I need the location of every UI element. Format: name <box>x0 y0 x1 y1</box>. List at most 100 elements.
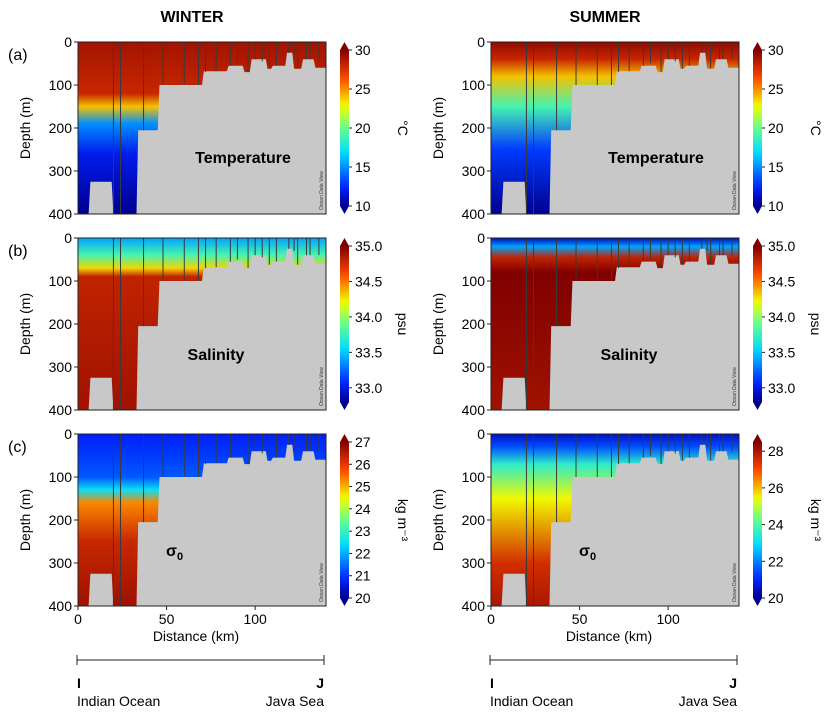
y-tick-label: 300 <box>462 359 486 375</box>
y-axis-label: Depth (m) <box>17 489 33 551</box>
x-tick-label: 50 <box>159 611 175 627</box>
colorbar-tick-label: 28 <box>768 443 784 459</box>
y-tick-label: 100 <box>49 77 73 93</box>
y-tick-label: 300 <box>462 555 486 571</box>
y-tick-label: 200 <box>49 316 73 332</box>
y-axis-label: Depth (m) <box>430 97 446 159</box>
transect-end-name: Java Sea <box>266 693 325 709</box>
y-tick-label: 400 <box>49 402 73 418</box>
colorbar-tick-label: 34.0 <box>355 309 382 325</box>
y-tick-label: 200 <box>462 512 486 528</box>
colorbar-tick-label: 30 <box>355 42 371 58</box>
odv-watermark: Ocean Data View <box>319 563 325 602</box>
panel-summer-1: 0 100 200 300 400 Depth (m) Salinity Ocean Data… <box>430 230 824 418</box>
transect-start-name: Indian Ocean <box>77 693 160 709</box>
y-axis-label: Depth (m) <box>17 293 33 355</box>
y-tick-label: 100 <box>462 469 486 485</box>
colorbar <box>753 442 762 598</box>
odv-watermark: Ocean Data View <box>319 367 325 406</box>
colorbar-tick-label: 20 <box>355 590 371 606</box>
colorbar-tick-label: 20 <box>355 120 371 136</box>
colorbar-tick-label: 33.0 <box>768 380 795 396</box>
y-tick-label: 200 <box>49 512 73 528</box>
colorbar <box>340 246 349 402</box>
colorbar-tick-label: 20 <box>768 590 784 606</box>
y-tick-label: 400 <box>49 598 73 614</box>
seafloor-land <box>491 444 739 606</box>
colorbar-tick-label: 27 <box>355 434 371 450</box>
colorbar-tick-label: 35.0 <box>355 238 382 254</box>
y-tick-label: 100 <box>462 77 486 93</box>
transect-bar-winter: I J Indian Ocean Java Sea <box>76 655 325 709</box>
colorbar-tick-label: 34.5 <box>768 273 795 289</box>
colorbar-bottom-arrow <box>753 402 762 410</box>
colorbar-top-arrow <box>340 238 349 246</box>
colorbar-unit-label: °C <box>808 120 824 136</box>
y-tick-label: 400 <box>49 206 73 222</box>
colorbar-bottom-arrow <box>753 206 762 214</box>
colorbar-bottom-arrow <box>340 402 349 410</box>
colorbar-tick-label: 24 <box>355 501 371 517</box>
panel-label: (c) <box>8 439 27 456</box>
colorbar <box>753 246 762 402</box>
odv-watermark: Ocean Data View <box>319 171 325 210</box>
colorbar <box>340 50 349 206</box>
y-tick-label: 300 <box>49 555 73 571</box>
transect-start-letter: I <box>77 675 81 691</box>
panel-summer-0: 0 100 200 300 400 Depth (m) Temperature Ocean D… <box>430 34 824 222</box>
x-tick-label: 0 <box>74 611 82 627</box>
panel-label: (a) <box>8 47 28 64</box>
transect-start-name: Indian Ocean <box>490 693 573 709</box>
y-tick-label: 0 <box>477 34 485 50</box>
x-axis-label: Distance (km) <box>566 628 652 644</box>
colorbar-tick-label: 10 <box>768 198 784 214</box>
y-tick-label: 300 <box>49 163 73 179</box>
seafloor-land <box>491 52 739 214</box>
column-title-summer: SUMMER <box>569 9 641 26</box>
colorbar-unit-label: kg m⁻³ <box>395 499 411 542</box>
y-tick-label: 0 <box>64 426 72 442</box>
colorbar-tick-label: 35.0 <box>768 238 795 254</box>
seafloor-land <box>78 248 326 410</box>
colorbar-bottom-arrow <box>340 598 349 606</box>
odv-watermark: Ocean Data View <box>732 563 738 602</box>
y-tick-label: 200 <box>462 120 486 136</box>
column-title-winter: WINTER <box>160 9 224 26</box>
y-tick-label: 0 <box>64 230 72 246</box>
y-axis-label: Depth (m) <box>17 97 33 159</box>
colorbar-tick-label: 20 <box>768 120 784 136</box>
colorbar-unit-label: psu <box>808 313 824 336</box>
colorbar-tick-label: 15 <box>768 159 784 175</box>
y-tick-label: 0 <box>477 426 485 442</box>
y-tick-label: 100 <box>462 273 486 289</box>
odv-watermark: Ocean Data View <box>732 367 738 406</box>
transect-end-letter: J <box>729 675 737 691</box>
y-tick-label: 200 <box>462 316 486 332</box>
colorbar-tick-label: 22 <box>355 545 371 561</box>
transect-start-letter: I <box>490 675 494 691</box>
colorbar-unit-label: kg m⁻³ <box>808 499 824 542</box>
colorbar-bottom-arrow <box>753 598 762 606</box>
colorbar-tick-label: 33.5 <box>768 344 795 360</box>
colorbar-tick-label: 24 <box>768 517 784 533</box>
colorbar-top-arrow <box>753 434 762 442</box>
x-tick-label: 50 <box>572 611 588 627</box>
panel-winter-0: 0 100 200 300 400 Depth (m) (a) Temperature Ocea… <box>8 34 411 222</box>
seafloor-land <box>78 52 326 214</box>
y-tick-label: 300 <box>49 359 73 375</box>
field-label: Temperature <box>608 150 704 167</box>
colorbar <box>753 50 762 206</box>
field-label: σ0 <box>166 543 183 563</box>
y-tick-label: 0 <box>477 230 485 246</box>
colorbar-tick-label: 34.5 <box>355 273 382 289</box>
colorbar-tick-label: 26 <box>768 480 784 496</box>
colorbar <box>340 442 349 598</box>
colorbar-tick-label: 25 <box>768 81 784 97</box>
colorbar-tick-label: 30 <box>768 42 784 58</box>
y-tick-label: 300 <box>462 163 486 179</box>
colorbar-unit-label: °C <box>395 120 411 136</box>
x-axis-label: Distance (km) <box>153 628 239 644</box>
colorbar-tick-label: 33.0 <box>355 380 382 396</box>
colorbar-tick-label: 21 <box>355 568 371 584</box>
